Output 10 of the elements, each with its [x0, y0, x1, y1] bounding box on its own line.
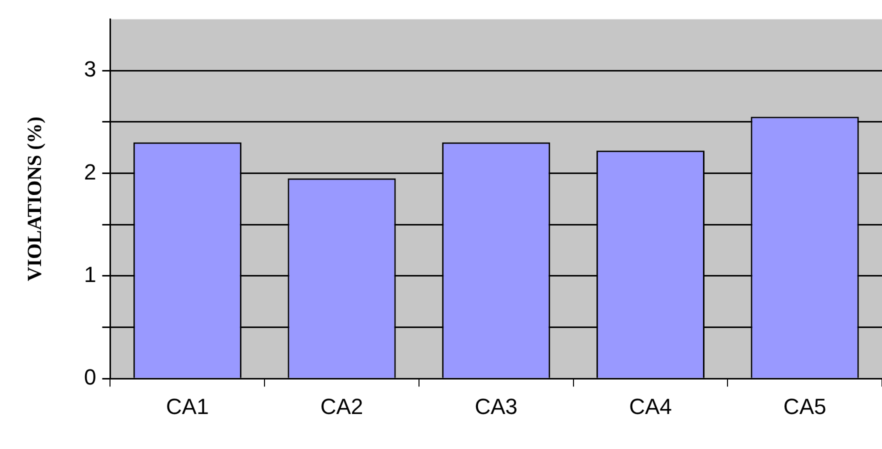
x-tick-label: CA1: [166, 394, 209, 419]
y-axis-title: VIOLATIONS (%): [24, 116, 46, 282]
y-tick-label: 2: [84, 159, 96, 184]
x-tick-label: CA5: [783, 394, 826, 419]
x-tick-label: CA4: [629, 394, 672, 419]
y-tick-label: 1: [84, 262, 96, 287]
y-tick-label: 0: [84, 364, 96, 390]
x-tick-label: CA3: [474, 394, 518, 419]
x-tick-label: CA2: [320, 394, 364, 419]
y-tick-label: 3: [84, 56, 96, 82]
